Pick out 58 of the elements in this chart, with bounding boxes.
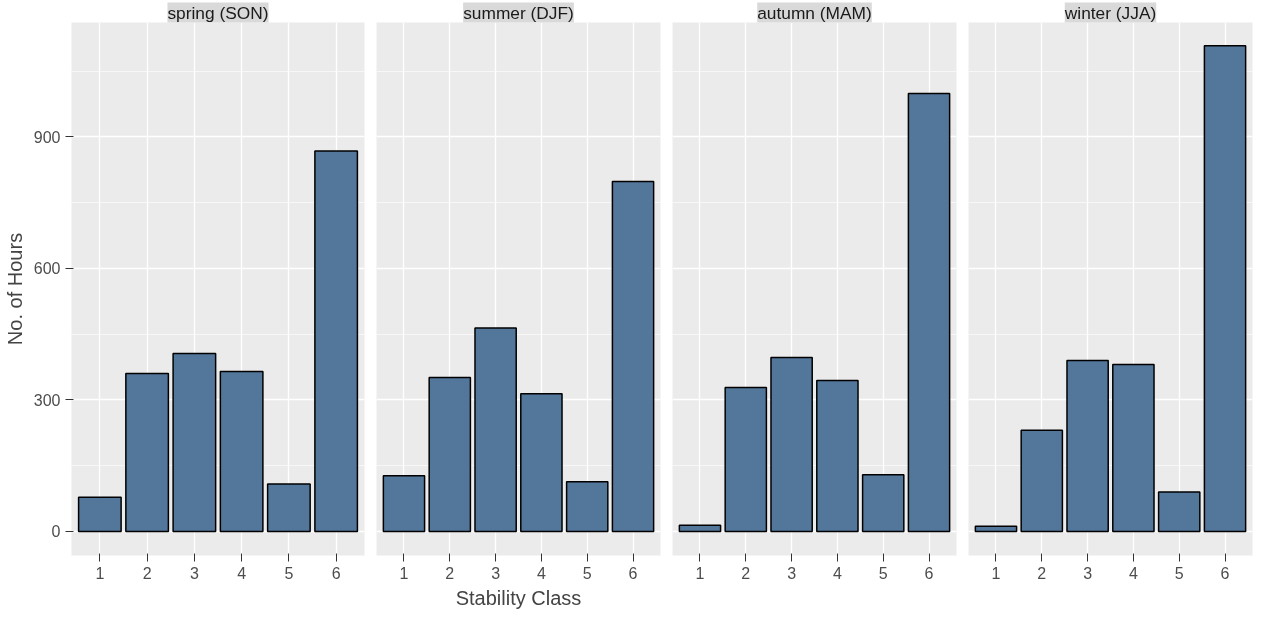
y-tick-label: 600 [33, 260, 61, 278]
x-tick-label: 6 [924, 564, 934, 582]
x-tick-label: 1 [95, 564, 105, 582]
bar [907, 92, 951, 533]
x-tick-label: 6 [628, 564, 638, 582]
x-tick-label: 4 [1128, 564, 1138, 582]
chart-title: spring (SON) [167, 2, 269, 23]
bar [77, 496, 122, 533]
x-tick-label: 3 [491, 564, 501, 582]
y-tick-label: 900 [33, 128, 61, 146]
x-tick-label: 1 [695, 564, 705, 582]
x-tick-label: 3 [1083, 564, 1093, 582]
x-tick-label: 3 [189, 564, 199, 582]
bar [770, 356, 813, 533]
bar [382, 474, 426, 533]
y-axis-title: No. of Hours [3, 232, 26, 346]
bar [172, 352, 217, 533]
bar [1112, 363, 1155, 533]
x-tick-label: 5 [878, 564, 888, 582]
x-tick-label: 3 [787, 564, 797, 582]
x-tick-label: 6 [1220, 564, 1230, 582]
bar [565, 481, 609, 533]
bar [1020, 429, 1064, 533]
x-tick-label: 4 [237, 564, 247, 582]
y-tick-label: 300 [33, 391, 61, 409]
x-tick-label: 2 [741, 564, 751, 582]
bar [1157, 491, 1201, 533]
bar [314, 150, 359, 533]
x-tick-label: 1 [991, 564, 1001, 582]
bar [1066, 359, 1109, 533]
bar [861, 474, 905, 533]
x-axis-title: Stability Class [455, 586, 582, 609]
chart-title: summer (DJF) [463, 2, 574, 23]
bar [611, 180, 655, 533]
bar [678, 524, 722, 533]
bar [428, 376, 472, 533]
chart-title: autumn (MAM) [757, 2, 872, 23]
bar [1203, 44, 1247, 533]
x-tick-label: 2 [1037, 564, 1047, 582]
x-tick-label: 2 [142, 564, 152, 582]
bar [125, 372, 170, 533]
chart-title: winter (JJA) [1063, 2, 1157, 23]
bar [724, 386, 768, 533]
x-tick-label: 2 [445, 564, 455, 582]
bar [266, 483, 311, 533]
bar [520, 393, 563, 533]
x-tick-label: 5 [1174, 564, 1184, 582]
bar [974, 525, 1018, 533]
y-tick-label: 0 [51, 523, 61, 541]
bar [219, 370, 264, 533]
x-tick-label: 1 [399, 564, 409, 582]
x-tick-label: 6 [331, 564, 341, 582]
x-tick-label: 4 [832, 564, 842, 582]
bar [474, 327, 517, 533]
x-tick-label: 4 [536, 564, 546, 582]
x-tick-label: 5 [284, 564, 294, 582]
bar [816, 379, 859, 533]
x-tick-label: 5 [582, 564, 592, 582]
